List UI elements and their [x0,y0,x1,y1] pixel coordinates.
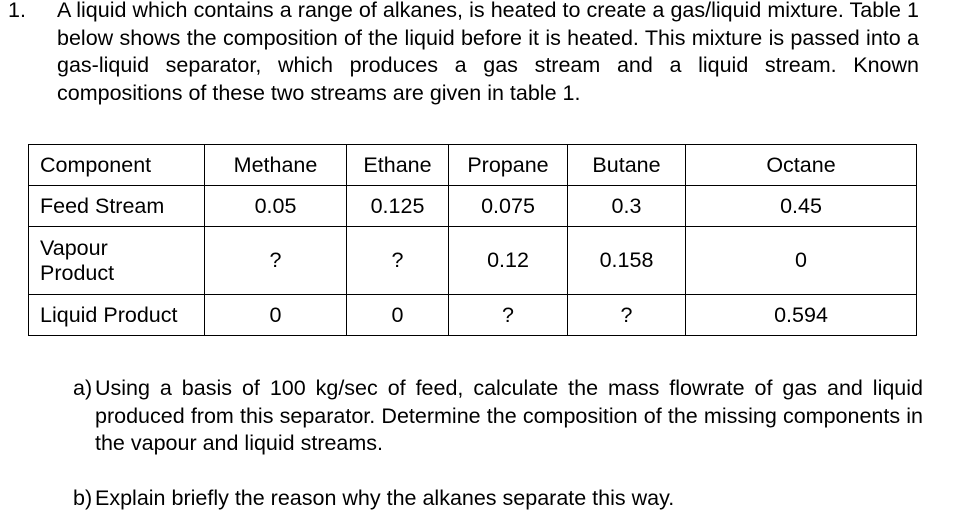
question-number: 1. [8,0,26,22]
table-cell: ? [448,294,568,336]
table-cell: 0.075 [448,185,568,227]
part-label: b) [73,486,93,510]
table-cell: 0.45 [685,185,917,227]
table-cell: 0.158 [567,226,686,295]
table-cell: 0.3 [567,185,686,227]
composition-table: Component Methane Ethane Propane Butane … [28,144,917,336]
table-cell: 0 [204,294,347,336]
header-cell: Octane [685,144,917,186]
table-cell: 0.125 [346,185,449,227]
part-text: Explain briefly the reason why the alkan… [95,486,675,510]
row-label: Feed Stream [28,185,205,227]
header-cell: Component [28,144,205,186]
header-cell: Ethane [346,144,449,186]
table-cell: 0.594 [685,294,917,336]
table-cell: 0.12 [448,226,568,295]
table-row: Feed Stream 0.05 0.125 0.075 0.3 0.45 [28,185,917,227]
part-label: a) [73,376,93,400]
table-cell: 0.05 [204,185,347,227]
part-text: Using a basis of 100 kg/sec of feed, cal… [95,376,923,455]
table-cell: 0 [685,226,917,295]
row-label: Liquid Product [28,294,205,336]
header-cell: Butane [567,144,686,186]
question-text: A liquid which contains a range of alkan… [57,0,919,105]
header-cell: Methane [204,144,347,186]
table-header-row: Component Methane Ethane Propane Butane … [28,144,917,186]
table-cell: 0 [346,294,449,336]
table-cell: ? [346,226,449,295]
table-row: Vapour Product ? ? 0.12 0.158 0 [28,226,917,295]
header-cell: Propane [448,144,568,186]
table-cell: ? [567,294,686,336]
row-label: Vapour Product [28,226,205,295]
table-cell: ? [204,226,347,295]
table-row: Liquid Product 0 0 ? ? 0.594 [28,294,917,336]
